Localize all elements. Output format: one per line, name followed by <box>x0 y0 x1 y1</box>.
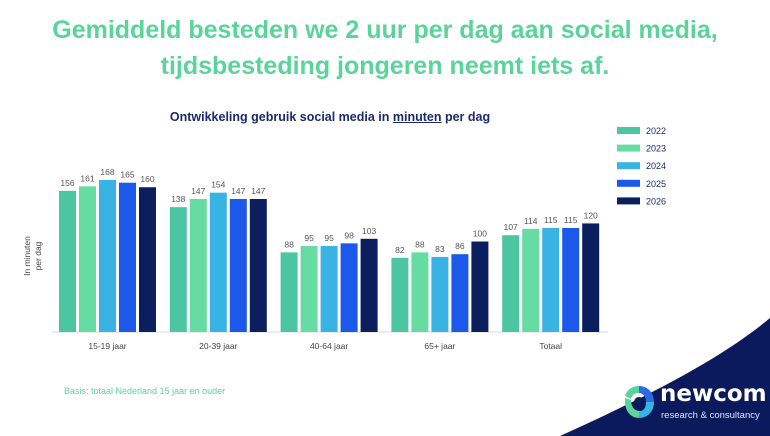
bar-2023-40-64-jaar <box>300 246 318 332</box>
bar-2024-20-39-jaar <box>209 192 227 332</box>
data-label: 86 <box>455 241 465 251</box>
data-label: 147 <box>191 186 205 196</box>
legend-label-2026: 2026 <box>646 196 666 206</box>
data-label: 115 <box>564 215 578 225</box>
data-label: 88 <box>284 239 294 249</box>
x-tick-label: 40-64 jaar <box>310 341 348 351</box>
headline-line-1: Gemiddeld besteden we 2 uur per dag aan … <box>52 16 718 44</box>
headline: Gemiddeld besteden we 2 uur per dag aan … <box>0 12 770 84</box>
data-label: 83 <box>435 244 445 254</box>
data-label: 103 <box>362 226 376 236</box>
data-label: 168 <box>100 167 114 177</box>
chart-title-underlined: minuten <box>392 110 442 124</box>
bar-2026-65-jaar <box>471 241 489 332</box>
chart-title-part: Ontwikkeling gebruik social media in <box>169 110 393 124</box>
y-axis-label-1: In minuten <box>22 236 32 276</box>
x-tick-label: Totaal <box>539 341 562 351</box>
legend-label-2022: 2022 <box>646 126 666 136</box>
data-label: 115 <box>544 215 558 225</box>
chart-title-part: per dag <box>441 110 491 124</box>
logo-name: newcom <box>660 381 767 407</box>
newcom-logo-icon <box>624 386 654 418</box>
data-label: 138 <box>171 194 185 204</box>
bar-2025-15-19-jaar <box>119 182 136 332</box>
bar-2024-15-19-jaar <box>99 180 116 332</box>
legend-swatch-2026 <box>617 197 640 205</box>
data-label: 100 <box>473 229 487 239</box>
data-label: 114 <box>524 216 538 226</box>
chart-title: Ontwikkeling gebruik social media in min… <box>100 110 560 124</box>
bar-2026-15-19-jaar <box>139 187 156 332</box>
bar-2024-totaal <box>542 227 560 332</box>
legend-label-2025: 2025 <box>646 179 666 189</box>
bar-2026-40-64-jaar <box>360 238 378 332</box>
legend-label-2024: 2024 <box>646 161 666 171</box>
data-label: 82 <box>395 245 405 255</box>
brand-corner-shape <box>560 318 770 436</box>
bar-2025-40-64-jaar <box>340 243 358 332</box>
legend-swatch-2024 <box>617 162 640 170</box>
data-label: 147 <box>251 186 265 196</box>
bar-2022-65-jaar <box>391 257 409 332</box>
data-label: 107 <box>504 222 518 232</box>
headline-line-2: tijdsbesteding jongeren neemt iets af. <box>160 52 610 80</box>
bar-2025-65-jaar <box>451 254 469 332</box>
x-tick-label: 15-19 jaar <box>88 341 126 351</box>
data-label: 95 <box>304 233 314 243</box>
bar-2024-65-jaar <box>431 256 449 332</box>
bar-2023-65-jaar <box>411 252 429 332</box>
data-label: 161 <box>80 173 94 183</box>
bar-2026-totaal <box>582 223 600 332</box>
data-label: 98 <box>344 230 354 240</box>
legend-label-2023: 2023 <box>646 144 666 154</box>
bar-2025-totaal <box>562 227 580 332</box>
bar-2026-20-39-jaar <box>249 199 267 332</box>
bar-2023-15-19-jaar <box>79 186 96 332</box>
bar-2022-20-39-jaar <box>169 207 187 332</box>
legend-swatch-2025 <box>617 179 640 187</box>
bar-2022-40-64-jaar <box>280 252 298 332</box>
data-label: 95 <box>324 233 334 243</box>
bar-2023-20-39-jaar <box>189 199 207 332</box>
data-label: 147 <box>231 186 245 196</box>
legend-swatch-2023 <box>617 144 640 152</box>
data-label: 165 <box>120 170 134 180</box>
x-tick-label: 65+ jaar <box>424 341 455 351</box>
y-axis-label-2: per dag <box>33 241 43 270</box>
basis-note: Basis: totaal Nederland 15 jaar en ouder <box>64 386 226 396</box>
data-label: 88 <box>415 239 425 249</box>
x-tick-label: 20-39 jaar <box>199 341 237 351</box>
legend-swatch-2022 <box>617 127 640 134</box>
data-label: 156 <box>60 178 74 188</box>
data-label: 154 <box>211 180 225 190</box>
bar-2024-40-64-jaar <box>320 246 338 332</box>
bar-2022-totaal <box>502 235 520 332</box>
data-label: 120 <box>584 210 598 220</box>
data-label: 160 <box>140 174 154 184</box>
newcom-logo: newcom research & consultancy <box>622 381 767 424</box>
bar-2023-totaal <box>522 228 540 332</box>
logo-tagline: research & consultancy <box>661 410 760 421</box>
bar-2025-20-39-jaar <box>229 199 247 332</box>
bar-2022-15-19-jaar <box>59 190 76 332</box>
